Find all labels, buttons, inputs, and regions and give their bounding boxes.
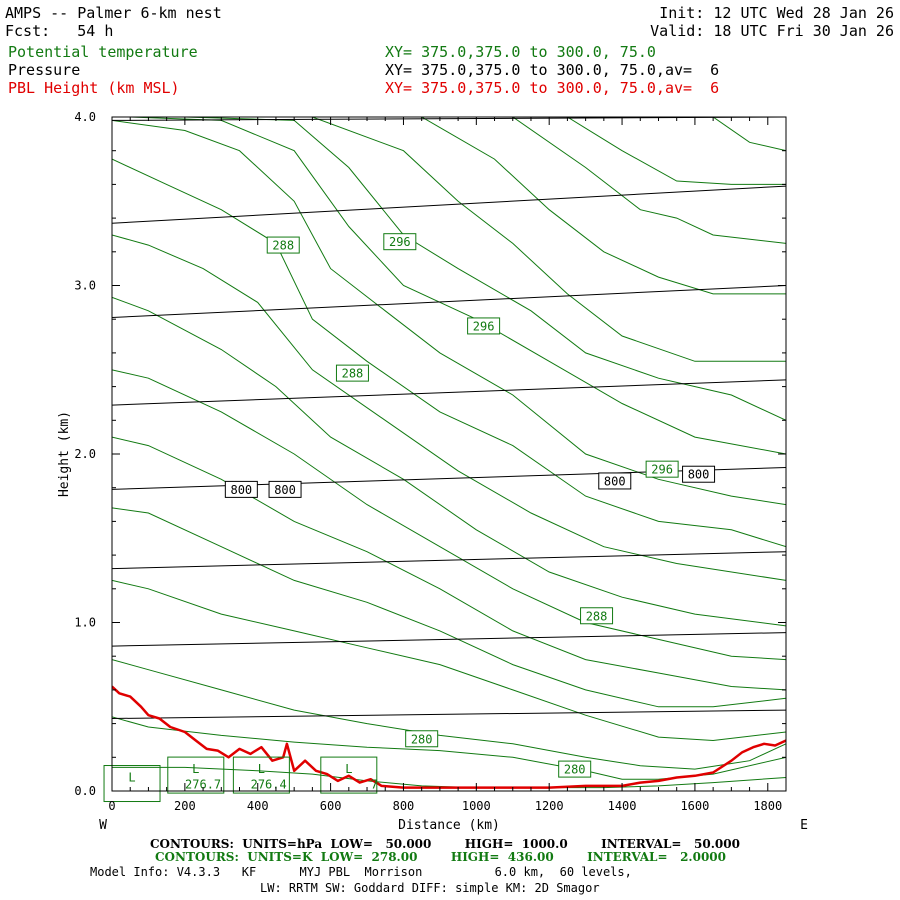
isobar-0 [112,709,786,719]
theta-label-0: 288 [272,239,294,253]
y-tick-label-2: 2.0 [74,447,96,461]
isobar-4 [112,379,786,406]
init-time: Init: 12 UTC Wed 28 Jan 26 [659,4,894,22]
x-tick-label-0: 0 [108,799,115,813]
forecast-hour: Fcst: 54 h [5,22,114,40]
x-tick-label-1: 200 [174,799,196,813]
theta-label-2-box [467,317,501,335]
x-tick-label-8: 1600 [680,799,709,813]
low-marker-label-0: L [128,771,135,785]
isobar-5 [112,285,786,318]
low-marker-box-3 [320,756,378,794]
pressure-label-0: 800 [230,483,252,497]
theta-contour-7 [112,296,786,627]
theta-contour-10 [112,119,786,506]
low-marker-label-2: L [258,762,265,776]
x-tick-label-9: 1800 [753,799,782,813]
legend-pbl-label: PBL Height (km MSL) [8,79,180,97]
legend-pbl-xy: XY= 375.0,375.0 to 300.0, 75.0,av= 6 [385,79,720,97]
y-tick-label-1: 1.0 [74,616,96,630]
x-tick-label-3: 600 [320,799,342,813]
pressure-label-3: 800 [688,468,710,482]
y-tick-label-0: 0.0 [74,784,96,798]
low-marker-label-3: L [345,762,352,776]
pbl-height-series [112,685,786,789]
chart-title: AMPS -- Palmer 6-km nest [5,4,222,22]
theta-contour-5 [112,436,786,691]
pressure-label-1-box [268,480,302,498]
pressure-label-1: 800 [274,483,296,497]
x-tick-label-4: 800 [393,799,415,813]
x-tick-label-7: 1400 [608,799,637,813]
theta-contour-9 [112,158,786,548]
low-value-label-1: 276.4 [251,777,287,791]
legend-theta-xy: XY= 375.0,375.0 to 300.0, 75.0 [385,43,656,61]
theta-label-3-box [335,364,369,382]
theta-label-3: 288 [342,367,364,381]
pressure-label-0-box [224,480,258,498]
theta-label-5-box [580,607,614,625]
theta-contour-8 [112,234,786,581]
footer-model-info: Model Info: V4.3.3 KF MYJ PBL Morrison 6… [90,865,632,879]
legend-theta-label: Potential temperature [8,43,198,61]
x-axis-label: Distance (km) [398,818,500,833]
west-label: W [99,818,107,833]
theta-contour-15 [512,117,786,244]
isobar-6 [112,185,786,224]
theta-label-2: 296 [473,319,495,333]
pressure-isobars [112,117,786,719]
theta-label-5: 288 [586,609,608,623]
low-marker-box-1 [167,756,225,794]
theta-contour-12 [184,117,786,421]
theta-label-1-box [383,233,417,251]
theta-label-4: 296 [651,463,673,477]
x-tick-label-6: 1200 [535,799,564,813]
theta-contour-6 [112,369,786,661]
y-tick-label-4: 4.0 [74,110,96,124]
theta-contour-17 [712,117,786,152]
x-tick-label-2: 400 [247,799,269,813]
theta-contour-14 [421,117,786,295]
footer-pressure-contours: CONTOURS: UNITS=hPa LOW= 50.000 HIGH= 10… [150,837,740,851]
pbl-height-line [112,685,786,789]
theta-label-7: 280 [564,763,586,777]
valid-time: Valid: 18 UTC Fri 30 Jan 26 [650,22,894,40]
footer-physics: LW: RRTM SW: Goddard DIFF: simple KM: 2D… [260,881,600,895]
contour-labels: 288 296 296 288 296 288 280 280 800 800 800 800 [224,233,716,778]
theta-label-7-box [558,760,592,778]
low-marker-label-1: L [192,762,199,776]
isobar-2 [112,551,786,570]
legend-pressure-label: Pressure [8,61,81,79]
y-tick-label-3: 3.0 [74,279,96,293]
theta-contour-3 [112,579,786,742]
x-tick-label-5: 1000 [462,799,491,813]
theta-contour-2 [112,659,786,770]
axes: 0 200 400 600 800 1000 1200 1400 1600 1800 0.0 1.0 2… [74,110,786,813]
theta-contour-1 [112,716,786,780]
pressure-label-2-box [598,472,632,490]
pressure-label-3-box [682,465,716,483]
theta-contour-4 [112,507,786,708]
theta-contour-13 [312,117,786,362]
isobar-7 [112,117,786,121]
theta-label-6-box [405,730,439,748]
east-label: E [800,818,808,833]
y-axis-label: Height (km) [57,411,72,497]
theta-label-6: 280 [411,732,433,746]
theta-contour-16 [567,117,786,185]
theta-label-4-box [645,460,679,478]
low-value-label-0: 276.7 [185,777,221,791]
theta-label-1: 296 [389,235,411,249]
theta-label-0-box [266,236,300,254]
footer-theta-contours: CONTOURS: UNITS=K LOW= 278.00 HIGH= 436.… [155,850,726,864]
pressure-label-2: 800 [604,474,626,488]
isobar-1 [112,632,786,647]
low-marker-box-0 [103,765,161,803]
theta-contour-11 [130,117,786,455]
legend-pressure-xy: XY= 375.0,375.0 to 300.0, 75.0,av= 6 [385,61,720,79]
low-marker-box-2 [232,756,290,794]
low-value-label-2: 7 [371,777,378,791]
